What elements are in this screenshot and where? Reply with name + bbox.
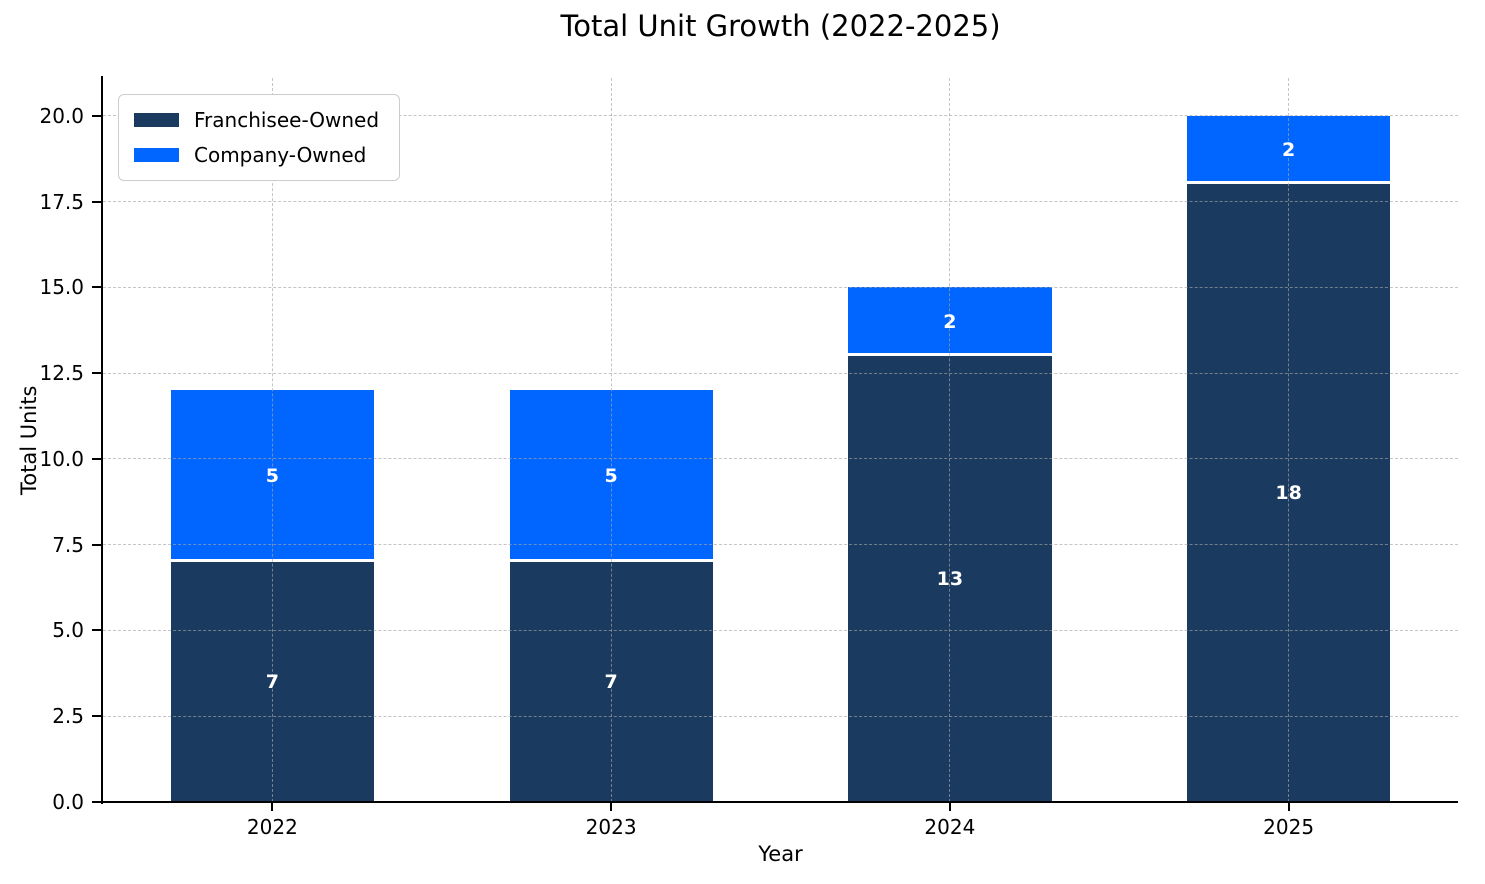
y-gridline [103, 372, 1458, 374]
x-tick-label: 2022 [246, 815, 298, 839]
legend-label-company-owned: Company-Owned [194, 143, 367, 167]
legend-swatch-company-owned [134, 148, 179, 162]
bar-value-label: 2 [943, 310, 957, 333]
x-gridline [271, 78, 273, 802]
y-tick-label: 12.5 [39, 361, 84, 386]
y-gridline [103, 286, 1458, 288]
legend-item-franchisee-owned: Franchisee-Owned [134, 108, 379, 132]
y-tick-mark [92, 629, 101, 632]
legend: Franchisee-Owned Company-Owned [118, 94, 401, 181]
legend-item-company-owned: Company-Owned [134, 143, 379, 167]
y-tick-label: 15.0 [39, 275, 84, 300]
y-axis-spine [101, 76, 103, 804]
x-tick-mark [948, 802, 951, 811]
y-tick-mark [92, 457, 101, 460]
x-tick-label: 2024 [924, 815, 976, 839]
y-tick-label: 7.5 [52, 532, 84, 557]
legend-label-franchisee-owned: Franchisee-Owned [194, 108, 380, 132]
x-axis-spine [101, 801, 1458, 803]
x-gridline [1288, 78, 1290, 802]
y-gridline [103, 201, 1458, 203]
y-tick-mark [92, 286, 101, 289]
x-gridline [949, 78, 951, 802]
y-axis-title: Total Units [17, 385, 41, 495]
y-tick-mark [92, 200, 101, 203]
bar-value-label: 2 [1282, 139, 1296, 162]
x-tick-mark [271, 802, 274, 811]
y-tick-label: 20.0 [39, 103, 84, 128]
y-tick-label: 5.0 [52, 618, 84, 643]
x-gridline [610, 78, 612, 802]
bar-value-label: 18 [1275, 482, 1302, 505]
y-tick-mark [92, 372, 101, 375]
y-gridline [103, 629, 1458, 631]
bar-value-label: 5 [604, 465, 618, 488]
x-axis-title: Year [758, 842, 803, 866]
y-tick-mark [92, 543, 101, 546]
y-tick-label: 17.5 [39, 189, 84, 214]
y-gridline [103, 715, 1458, 717]
y-tick-mark [92, 715, 101, 718]
y-tick-label: 2.5 [52, 704, 84, 729]
y-tick-mark [92, 114, 101, 117]
x-tick-label: 2025 [1263, 815, 1315, 839]
y-tick-label: 10.0 [39, 446, 84, 471]
chart-title: Total Unit Growth (2022-2025) [560, 9, 1001, 43]
y-tick-label: 0.0 [52, 790, 84, 814]
y-gridline [103, 115, 1458, 117]
plot-area: Franchisee-Owned Company-Owned 0.0 2.5 5.0… [39, 76, 1458, 839]
y-tick-mark [92, 801, 101, 803]
bar-value-label: 5 [265, 465, 279, 488]
x-tick-mark [1287, 802, 1290, 811]
y-gridline [103, 458, 1458, 460]
bar-value-label: 13 [936, 567, 964, 590]
bar-value-label: 7 [604, 670, 618, 693]
bar-value-label: 7 [265, 670, 279, 693]
x-tick-label: 2023 [585, 815, 637, 839]
x-tick-mark [610, 802, 613, 811]
legend-swatch-franchisee-owned [134, 113, 179, 127]
y-gridline [103, 544, 1458, 546]
